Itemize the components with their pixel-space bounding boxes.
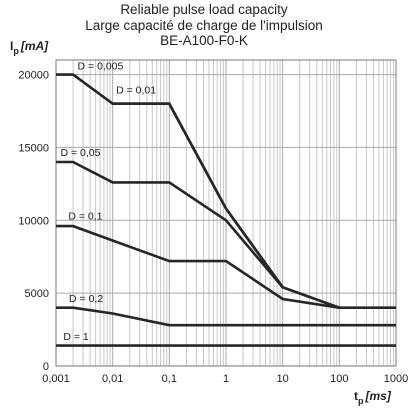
x-axis-label: tp [ms] (354, 389, 392, 406)
x-axis-label-sub: p (358, 396, 364, 406)
series-label-1: D = 0,005 (78, 60, 124, 72)
y-axis-label-sub: p (13, 46, 19, 56)
series-label-2: D = 0,01 (116, 85, 156, 97)
series-line-2 (112, 102, 284, 289)
y-axis-label-unit: [mA] (20, 39, 49, 53)
chart-title: Reliable pulse load capacity (120, 2, 288, 17)
x-tick-label: 100 (330, 373, 348, 385)
series-label-4: D = 0,1 (68, 211, 102, 223)
y-tick-label: 5000 (25, 288, 49, 300)
tick-labels: 0,001 0,01 0,1 1 10 100 1000050001000015000200… (18, 70, 408, 385)
chart-subtitle: Large capacité de charge de l'impulsion (85, 17, 323, 33)
chart-subtitle-2: BE-A100-F0-K (160, 33, 248, 48)
x-tick-label: 1000 (384, 373, 408, 385)
y-axis-label: Ip [mA] (10, 39, 49, 56)
axes (55, 59, 397, 367)
series-label-6: D = 1 (63, 331, 89, 343)
series-labels: D = 0,005 D = 0,01 D = 0,05 D = 0,1 D = 0,2 D… (60, 60, 156, 342)
x-axis-label-main: t (354, 389, 358, 403)
plot-frame (55, 59, 397, 367)
series-label-5: D = 0,2 (69, 293, 103, 305)
chart-titles: Reliable pulse load capacity Large capac… (0, 2, 408, 49)
x-tick-label: 10 (277, 373, 289, 385)
x-tick-label: 0,001 (42, 373, 70, 385)
y-tick-label: 15000 (18, 142, 49, 154)
x-tick-label: 1 (223, 373, 229, 385)
grid (55, 60, 397, 367)
x-axis-label-unit: [ms] (365, 389, 392, 403)
series-label-3: D = 0,05 (60, 147, 100, 159)
series-line-4 (56, 224, 340, 309)
x-tick-label: 0,01 (102, 373, 123, 385)
y-tick-label: 10000 (18, 215, 49, 227)
series-line-5 (56, 306, 396, 327)
x-tick-label: 0,1 (162, 373, 177, 385)
y-axis-label-main: I (10, 39, 13, 53)
y-tick-label: 20000 (18, 70, 49, 82)
series-lines (56, 73, 396, 347)
series-line-3 (56, 160, 340, 309)
y-tick-label: 0 (43, 361, 49, 373)
